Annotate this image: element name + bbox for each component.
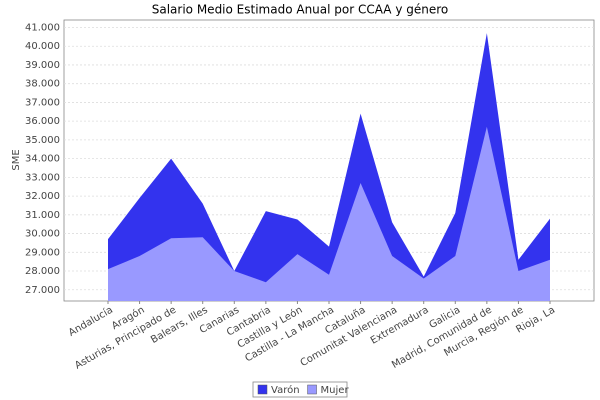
x-tick-label: Andalucía xyxy=(66,304,115,339)
y-tick-label: 36.000 xyxy=(25,116,60,127)
y-axis-label: SME xyxy=(11,149,22,170)
y-tick-label: 27.000 xyxy=(25,285,60,296)
y-tick-label: 30.000 xyxy=(25,229,60,240)
y-tick-label: 33.000 xyxy=(25,172,60,183)
y-tick-label: 35.000 xyxy=(25,135,60,146)
legend-label: Mujer xyxy=(321,385,350,396)
chart-title: Salario Medio Estimado Anual por CCAA y … xyxy=(152,3,448,17)
legend-swatch xyxy=(307,384,317,395)
area xyxy=(108,126,550,301)
legend-box xyxy=(252,381,348,398)
legend-swatch xyxy=(257,384,268,395)
y-tick-label: 28.000 xyxy=(25,266,60,277)
y-tick-label: 34.000 xyxy=(25,154,60,165)
y-tick-label: 41.000 xyxy=(25,22,60,33)
y-tick-label: 37.000 xyxy=(25,97,60,108)
y-tick-label: 32.000 xyxy=(25,191,60,202)
y-tick-label: 38.000 xyxy=(25,79,60,90)
y-tick-label: 40.000 xyxy=(25,41,60,52)
y-tick-label: 31.000 xyxy=(25,210,60,221)
y-tick-label: 29.000 xyxy=(25,247,60,258)
y-tick-label: 39.000 xyxy=(25,60,60,71)
legend-label: Varón xyxy=(271,384,300,396)
